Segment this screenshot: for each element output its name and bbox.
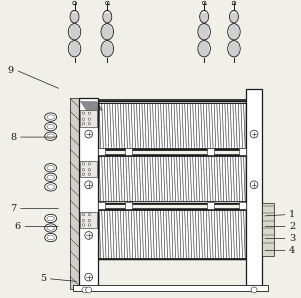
Circle shape bbox=[250, 181, 258, 189]
Ellipse shape bbox=[101, 24, 113, 40]
Ellipse shape bbox=[47, 134, 54, 138]
Ellipse shape bbox=[47, 226, 54, 230]
Ellipse shape bbox=[45, 183, 57, 191]
Ellipse shape bbox=[45, 173, 57, 181]
Circle shape bbox=[88, 169, 91, 171]
Bar bbox=[80, 110, 97, 127]
Circle shape bbox=[88, 213, 91, 216]
Bar bbox=[73, 285, 268, 291]
Bar bbox=[98, 155, 246, 203]
Ellipse shape bbox=[47, 165, 54, 170]
Circle shape bbox=[82, 112, 85, 114]
Ellipse shape bbox=[229, 10, 238, 23]
Bar bbox=[80, 212, 97, 228]
Circle shape bbox=[88, 118, 91, 120]
Text: 5: 5 bbox=[40, 274, 46, 283]
Circle shape bbox=[82, 224, 85, 226]
Circle shape bbox=[88, 122, 91, 125]
Ellipse shape bbox=[47, 216, 54, 221]
Ellipse shape bbox=[228, 41, 240, 57]
Bar bbox=[246, 89, 262, 289]
Ellipse shape bbox=[45, 113, 57, 121]
Text: 8: 8 bbox=[10, 133, 17, 142]
Ellipse shape bbox=[45, 122, 57, 131]
Circle shape bbox=[82, 169, 85, 171]
Ellipse shape bbox=[47, 175, 54, 179]
Bar bbox=[98, 101, 246, 149]
Text: 1: 1 bbox=[289, 210, 295, 219]
Circle shape bbox=[88, 112, 91, 114]
Ellipse shape bbox=[45, 233, 57, 242]
Ellipse shape bbox=[47, 235, 54, 240]
Bar bbox=[239, 148, 247, 155]
Bar bbox=[80, 161, 97, 177]
Bar bbox=[98, 202, 105, 209]
Text: 3: 3 bbox=[289, 234, 295, 243]
Bar bbox=[206, 202, 214, 209]
Ellipse shape bbox=[200, 10, 209, 23]
Circle shape bbox=[85, 232, 92, 239]
Ellipse shape bbox=[68, 41, 81, 57]
Ellipse shape bbox=[228, 24, 240, 40]
Circle shape bbox=[106, 1, 109, 5]
Circle shape bbox=[88, 173, 91, 176]
Bar bbox=[98, 209, 246, 259]
Circle shape bbox=[88, 163, 91, 165]
Bar bbox=[125, 148, 132, 155]
Circle shape bbox=[88, 219, 91, 222]
Ellipse shape bbox=[101, 41, 113, 57]
Ellipse shape bbox=[45, 214, 57, 223]
Ellipse shape bbox=[70, 10, 79, 23]
Ellipse shape bbox=[47, 184, 54, 189]
Bar bbox=[98, 148, 105, 155]
Circle shape bbox=[82, 173, 85, 176]
Circle shape bbox=[85, 130, 92, 138]
Ellipse shape bbox=[47, 115, 54, 119]
Ellipse shape bbox=[198, 41, 210, 57]
Text: 4: 4 bbox=[289, 246, 295, 255]
Circle shape bbox=[85, 273, 92, 281]
Circle shape bbox=[88, 224, 91, 226]
Bar bbox=[98, 101, 246, 149]
Ellipse shape bbox=[45, 224, 57, 232]
Text: 7: 7 bbox=[10, 204, 17, 213]
Bar bbox=[239, 202, 247, 209]
Circle shape bbox=[232, 1, 236, 5]
Circle shape bbox=[251, 287, 257, 293]
Ellipse shape bbox=[47, 124, 54, 129]
Text: 6: 6 bbox=[15, 222, 21, 231]
Circle shape bbox=[82, 213, 85, 216]
Circle shape bbox=[82, 122, 85, 125]
Bar bbox=[262, 203, 274, 256]
Circle shape bbox=[85, 181, 92, 189]
Circle shape bbox=[73, 1, 76, 5]
Ellipse shape bbox=[45, 164, 57, 172]
Circle shape bbox=[82, 219, 85, 222]
Circle shape bbox=[82, 287, 88, 293]
Text: 9: 9 bbox=[8, 66, 14, 74]
Text: 2: 2 bbox=[289, 222, 295, 231]
Ellipse shape bbox=[103, 10, 112, 23]
Circle shape bbox=[250, 130, 258, 138]
Bar bbox=[98, 209, 246, 259]
Circle shape bbox=[86, 287, 92, 293]
Circle shape bbox=[82, 163, 85, 165]
Circle shape bbox=[202, 1, 206, 5]
Ellipse shape bbox=[68, 24, 81, 40]
Bar bbox=[70, 98, 79, 289]
Bar bbox=[206, 148, 214, 155]
Bar bbox=[98, 155, 246, 203]
Bar bbox=[79, 98, 98, 289]
Ellipse shape bbox=[198, 24, 210, 40]
Circle shape bbox=[82, 118, 85, 120]
Ellipse shape bbox=[45, 132, 57, 140]
Bar bbox=[125, 202, 132, 209]
